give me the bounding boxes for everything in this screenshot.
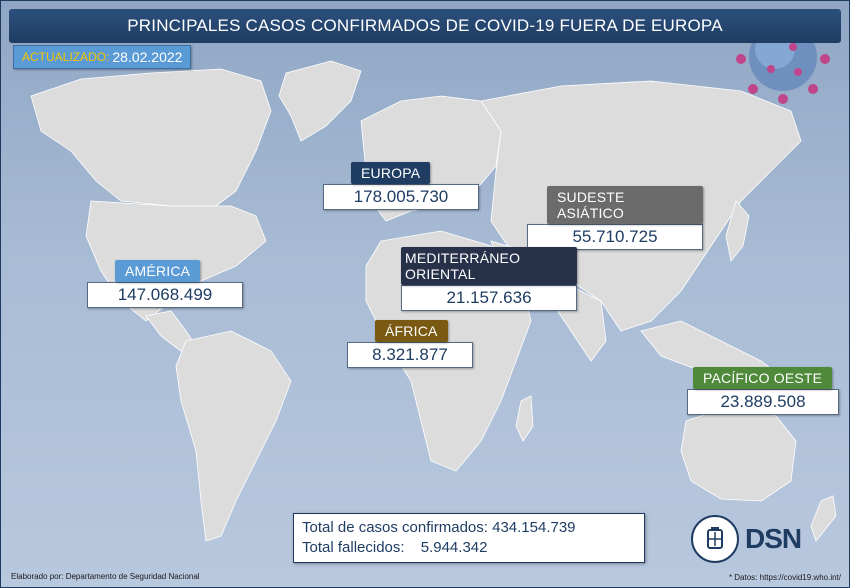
australia-shape [680, 405, 797, 502]
totals-deaths-label: Total fallecidos: [302, 539, 405, 556]
totals-deaths-row: Total fallecidos: 5.944.342 [302, 538, 636, 558]
region-sudeste-asiatico-header: SUDESTE ASIÁTICO [547, 186, 703, 224]
footer-credit: Elaborado por: Departamento de Seguridad… [11, 572, 200, 581]
region-pacifico-oeste-header: PACÍFICO OESTE [693, 367, 833, 389]
region-africa-header: ÁFRICA [375, 320, 448, 342]
totals-box: Total de casos confirmados: 434.154.739 … [293, 513, 645, 563]
region-america-header: AMÉRICA [115, 260, 201, 282]
new-zealand-shape [810, 495, 837, 542]
page-title: PRINCIPALES CASOS CONFIRMADOS DE COVID-1… [127, 16, 723, 35]
region-sudeste-asiatico: SUDESTE ASIÁTICO 55.710.725 [527, 186, 703, 250]
region-africa-value: 8.321.877 [347, 342, 473, 368]
japan-shape [725, 200, 750, 262]
south-america-shape [175, 330, 292, 542]
north-america-north-shape [30, 68, 272, 207]
title-bar: PRINCIPALES CASOS CONFIRMADOS DE COVID-1… [9, 9, 841, 43]
updated-badge: ACTUALIZADO: 28.02.2022 [13, 45, 192, 69]
region-pacifico-oeste: PACÍFICO OESTE 23.889.508 [687, 367, 839, 415]
region-europa: EUROPA 178.005.730 [323, 162, 479, 210]
region-africa: ÁFRICA 8.321.877 [347, 320, 473, 368]
greenland-shape [278, 60, 362, 142]
madagascar-shape [515, 395, 534, 442]
region-pacifico-oeste-value: 23.889.508 [687, 389, 839, 415]
region-mediterraneo-oriental: MEDITERRÁNEO ORIENTAL 21.157.636 [401, 247, 577, 311]
region-america-value: 147.068.499 [87, 282, 243, 308]
region-mediterraneo-oriental-header: MEDITERRÁNEO ORIENTAL [401, 247, 577, 285]
region-europa-header: EUROPA [351, 162, 431, 184]
updated-date: 28.02.2022 [112, 49, 183, 65]
totals-confirmed-row: Total de casos confirmados: 434.154.739 [302, 518, 636, 538]
dsn-logo: DSN [691, 513, 811, 565]
region-europa-value: 178.005.730 [323, 184, 479, 210]
coat-of-arms-icon [691, 515, 739, 563]
region-mediterraneo-oriental-value: 21.157.636 [401, 285, 577, 311]
updated-label: ACTUALIZADO: [22, 50, 110, 64]
totals-confirmed-value: 434.154.739 [492, 519, 576, 536]
region-america: AMÉRICA 147.068.499 [87, 260, 243, 308]
totals-confirmed-label: Total de casos confirmados: [302, 519, 488, 536]
region-sudeste-asiatico-value: 55.710.725 [527, 224, 703, 250]
footer-source: * Datos: https://covid19.who.int/ [728, 573, 841, 582]
logo-text: DSN [745, 523, 802, 554]
totals-deaths-value: 5.944.342 [420, 539, 488, 556]
